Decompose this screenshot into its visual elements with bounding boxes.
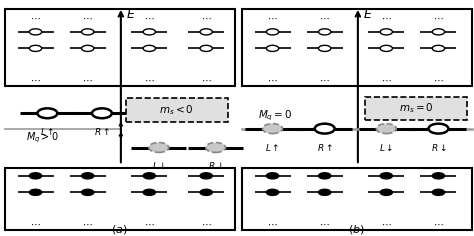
Circle shape [432,29,445,35]
Circle shape [29,189,42,195]
Circle shape [432,45,445,51]
Text: $\cdots$: $\cdots$ [319,219,330,229]
Circle shape [266,173,279,179]
Circle shape [319,173,331,179]
Text: $\cdots$: $\cdots$ [267,13,278,23]
Text: $R\uparrow$: $R\uparrow$ [94,126,110,137]
Circle shape [315,124,335,134]
Circle shape [263,124,283,134]
Circle shape [29,45,42,51]
Circle shape [82,45,94,51]
Circle shape [82,173,94,179]
Text: $\cdots$: $\cdots$ [30,219,41,229]
Text: $\cdots$: $\cdots$ [144,13,155,23]
Text: $L\uparrow$: $L\uparrow$ [40,126,55,137]
Text: $\cdots$: $\cdots$ [381,75,392,85]
Circle shape [82,189,94,195]
Circle shape [29,173,42,179]
Text: $\cdots$: $\cdots$ [319,75,330,85]
Text: $R\downarrow$: $R\downarrow$ [208,160,224,172]
Text: $\cdots$: $\cdots$ [267,219,278,229]
Text: $E$: $E$ [363,8,373,21]
Text: $L\uparrow$: $L\uparrow$ [265,142,280,153]
Circle shape [29,29,42,35]
Circle shape [428,124,448,134]
Bar [365,97,467,120]
Circle shape [432,173,445,179]
Text: $M_q>0$: $M_q>0$ [26,131,59,145]
Text: $\cdots$: $\cdots$ [30,13,41,23]
Circle shape [319,189,331,195]
Circle shape [380,45,392,51]
Text: $L\downarrow$: $L\downarrow$ [379,142,393,153]
Text: $\cdots$: $\cdots$ [433,75,444,85]
Text: $(b)$: $(b)$ [348,223,365,236]
Bar [242,9,472,86]
Text: $L\downarrow$: $L\downarrow$ [152,160,166,172]
Circle shape [200,173,212,179]
Circle shape [319,29,331,35]
Text: $\cdots$: $\cdots$ [144,219,155,229]
Circle shape [82,29,94,35]
Circle shape [266,189,279,195]
Text: $(a)$: $(a)$ [111,223,128,236]
Circle shape [319,45,331,51]
Circle shape [37,108,57,118]
Text: $\cdots$: $\cdots$ [381,13,392,23]
Circle shape [200,45,212,51]
Circle shape [380,189,392,195]
Text: $\cdots$: $\cdots$ [201,75,211,85]
Text: $\cdots$: $\cdots$ [433,219,444,229]
Text: $R\uparrow$: $R\uparrow$ [317,142,333,153]
Text: $\cdots$: $\cdots$ [82,219,93,229]
Text: $\cdots$: $\cdots$ [82,13,93,23]
Circle shape [380,173,392,179]
Circle shape [200,29,212,35]
Bar [126,98,228,122]
Circle shape [380,29,392,35]
Text: $\cdots$: $\cdots$ [201,13,211,23]
Text: $R\downarrow$: $R\downarrow$ [430,142,447,153]
Text: $\cdots$: $\cdots$ [381,219,392,229]
Circle shape [92,108,112,118]
Circle shape [432,189,445,195]
Circle shape [206,143,226,152]
Bar [242,168,472,230]
Text: $\cdots$: $\cdots$ [201,219,211,229]
Text: $m_s < 0$: $m_s < 0$ [159,103,194,117]
Circle shape [376,124,396,134]
Circle shape [266,45,279,51]
Circle shape [149,143,169,152]
Text: $\cdots$: $\cdots$ [82,75,93,85]
Circle shape [143,29,155,35]
Circle shape [143,45,155,51]
Text: $\cdots$: $\cdots$ [433,13,444,23]
Text: $E$: $E$ [126,8,136,21]
Text: $m_s=0$: $m_s=0$ [399,102,433,115]
Text: $\cdots$: $\cdots$ [319,13,330,23]
Circle shape [266,29,279,35]
Text: $\cdots$: $\cdots$ [30,75,41,85]
Bar [5,9,235,86]
Bar [5,168,235,230]
Text: $M_q=0$: $M_q=0$ [258,108,293,123]
Text: $\cdots$: $\cdots$ [267,75,278,85]
Circle shape [143,173,155,179]
Text: $\cdots$: $\cdots$ [144,75,155,85]
Circle shape [200,189,212,195]
Circle shape [143,189,155,195]
